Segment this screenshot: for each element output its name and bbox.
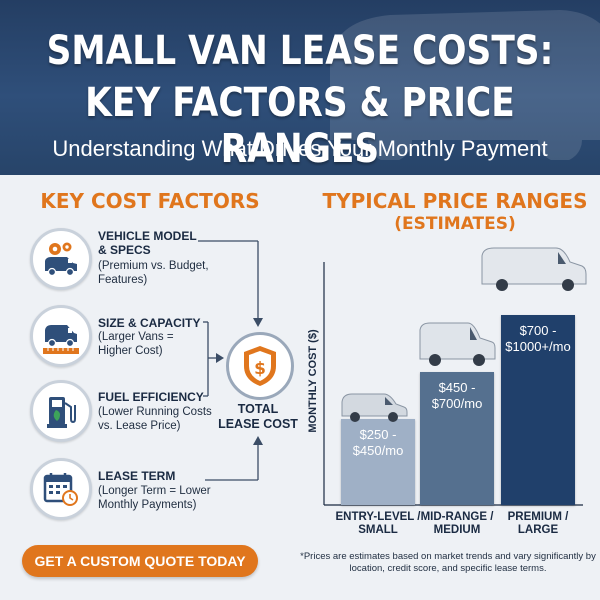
factor-size-heading: SIZE & CAPACITY bbox=[98, 316, 201, 330]
total-label-line1: TOTAL bbox=[237, 402, 279, 416]
factor-term-description: (Longer Term = Lower Monthly Payments) bbox=[98, 484, 223, 512]
header-banner: SMALL VAN LEASE COSTS: KEY FACTORS & PRI… bbox=[0, 0, 600, 175]
factor-fuel-description: (Lower Running Costs vs. Lease Price) bbox=[98, 405, 223, 433]
price-bar-mid-range bbox=[420, 372, 494, 505]
price-ranges-title: TYPICAL PRICE RANGES bbox=[322, 189, 588, 213]
factor-vehicle-heading: VEHICLE MODEL & SPECS bbox=[98, 229, 197, 257]
calendar-clock-icon bbox=[43, 473, 78, 506]
van-ruler-icon bbox=[43, 325, 79, 354]
factor-term-desc-line1: (Longer Term = Lower bbox=[98, 485, 211, 497]
category-mid-line1: MID-RANGE / bbox=[420, 511, 494, 523]
factor-term-heading: LEASE TERM bbox=[98, 469, 176, 483]
factor-size-desc-line1: (Larger Vans = bbox=[98, 331, 174, 343]
factor-vehicle-heading-line1: VEHICLE MODEL bbox=[98, 229, 197, 243]
category-entry-line2: SMALL bbox=[358, 524, 398, 536]
page-subtitle: Understanding What Drives Your Monthly P… bbox=[52, 136, 548, 161]
page-title-line2: KEY FACTORS & PRICE RANGES bbox=[85, 80, 515, 172]
van-gears-icon bbox=[45, 242, 77, 277]
factor-fuel-heading: FUEL EFFICIENCY bbox=[98, 390, 204, 404]
page-title-line1: SMALL VAN LEASE COSTS: bbox=[46, 28, 554, 74]
price-bar-entry-level-label: $250 - $450/mo bbox=[341, 427, 415, 459]
total-lease-cost-label: TOTAL LEASE COST bbox=[215, 402, 301, 432]
factor-vehicle-desc-line1: (Premium vs. Budget, bbox=[98, 260, 209, 272]
premium-range-line1: $700 - bbox=[519, 323, 557, 338]
price-bar-premium-label: $700 - $1000+/mo bbox=[501, 323, 575, 355]
total-cost-badge: $ bbox=[226, 332, 294, 400]
category-label-mid-range: MID-RANGE / MEDIUM bbox=[412, 511, 502, 537]
factor-size-description: (Larger Vans = Higher Cost) bbox=[98, 330, 223, 358]
disclaimer-note: *Prices are estimates based on market tr… bbox=[300, 551, 596, 574]
factor-size-icon-badge bbox=[30, 305, 92, 367]
price-bar-mid-range-label: $450 - $700/mo bbox=[420, 380, 494, 412]
shield-dollar-icon: $ bbox=[244, 346, 276, 386]
factor-vehicle-heading-line2: & SPECS bbox=[98, 243, 151, 257]
large-van-icon bbox=[481, 247, 587, 291]
price-ranges-subtitle: (ESTIMATES) bbox=[394, 214, 516, 234]
custom-quote-button[interactable]: GET A CUSTOM QUOTE TODAY bbox=[22, 545, 258, 577]
total-label-line2: LEASE COST bbox=[218, 417, 298, 431]
svg-text:$: $ bbox=[254, 359, 266, 379]
factor-vehicle-icon-badge bbox=[30, 228, 92, 290]
entry-level-range-line2: $450/mo bbox=[352, 443, 404, 458]
category-entry-line1: ENTRY-LEVEL / bbox=[335, 511, 421, 523]
fuel-pump-icon bbox=[47, 397, 76, 428]
category-premium-line1: PREMIUM / bbox=[507, 511, 569, 523]
factor-term-icon-badge bbox=[30, 458, 92, 520]
factor-size-desc-line2: Higher Cost) bbox=[98, 345, 163, 357]
premium-range-line2: $1000+/mo bbox=[505, 339, 571, 354]
factor-fuel-desc-line2: vs. Lease Price) bbox=[98, 420, 181, 432]
mid-range-range-line2: $700/mo bbox=[431, 396, 483, 411]
small-van-icon bbox=[341, 393, 408, 422]
factor-fuel-icon-badge bbox=[30, 380, 92, 442]
price-bar-premium bbox=[501, 315, 575, 505]
factor-term-desc-line2: Monthly Payments) bbox=[98, 499, 197, 511]
entry-level-range-line1: $250 - bbox=[359, 427, 397, 442]
mid-range-range-line1: $450 - bbox=[438, 380, 476, 395]
category-label-premium: PREMIUM / LARGE bbox=[493, 511, 583, 537]
factor-vehicle-description: (Premium vs. Budget, Features) bbox=[98, 259, 223, 287]
key-factors-title: KEY COST FACTORS bbox=[40, 189, 260, 213]
medium-van-icon bbox=[419, 322, 496, 366]
factor-vehicle-desc-line2: Features) bbox=[98, 274, 148, 286]
factor-fuel-desc-line1: (Lower Running Costs bbox=[98, 406, 212, 418]
background-van-icon bbox=[330, 10, 600, 160]
category-label-entry-level: ENTRY-LEVEL / SMALL bbox=[333, 511, 423, 537]
category-mid-line2: MEDIUM bbox=[433, 524, 481, 536]
price-bar-entry-level bbox=[341, 419, 415, 505]
category-premium-line2: LARGE bbox=[517, 524, 559, 536]
